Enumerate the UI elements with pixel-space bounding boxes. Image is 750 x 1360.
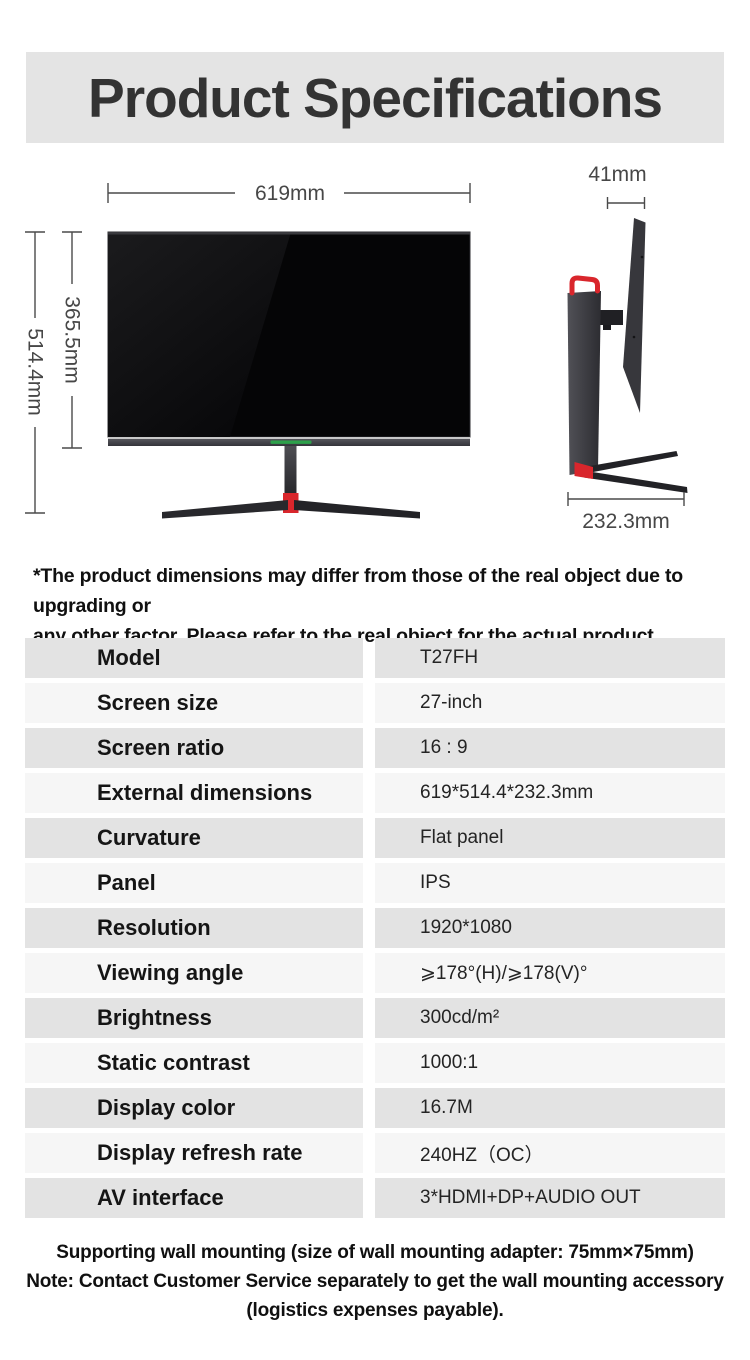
wall-mounting-notes: Supporting wall mounting (size of wall m… <box>0 1238 750 1325</box>
table-row: Brightness 300cd/m² <box>25 998 725 1038</box>
dimension-depth-41: 41mm <box>588 163 647 209</box>
spec-label: Brightness <box>25 998 363 1038</box>
dimension-line <box>25 231 45 514</box>
spec-label: AV interface <box>25 1178 363 1218</box>
spec-label: Display color <box>25 1088 363 1128</box>
spec-value: 3*HDMI+DP+AUDIO OUT <box>375 1178 725 1218</box>
dimension-width-619: 619mm <box>107 182 471 205</box>
spec-value: 1920*1080 <box>375 908 725 948</box>
dimension-base-depth-232: 232.3mm <box>567 492 685 533</box>
spec-value: Flat panel <box>375 818 725 858</box>
dimension-label-total-height: 514.4mm <box>24 328 47 416</box>
dimension-screen-height-365: 365.5mm <box>61 231 84 449</box>
monitor-side-view <box>567 218 688 493</box>
spec-value: ⩾178°(H)/⩾178(V)° <box>375 953 725 993</box>
spec-value: 240HZ（OC） <box>375 1133 725 1173</box>
table-row: Screen ratio 16 : 9 <box>25 728 725 768</box>
spec-label: Screen ratio <box>25 728 363 768</box>
dimension-label-base-depth: 232.3mm <box>582 510 670 533</box>
disclaimer-line: *The product dimensions may differ from … <box>33 565 683 617</box>
spec-value: 27-inch <box>375 683 725 723</box>
spec-label: Viewing angle <box>25 953 363 993</box>
spec-label: External dimensions <box>25 773 363 813</box>
dimension-label-screen-height: 365.5mm <box>61 296 84 384</box>
spec-label: Panel <box>25 863 363 903</box>
table-row: Display refresh rate 240HZ（OC） <box>25 1133 725 1173</box>
spec-value: T27FH <box>375 638 725 678</box>
footer-line: Supporting wall mounting (size of wall m… <box>56 1242 694 1263</box>
table-row: External dimensions 619*514.4*232.3mm <box>25 773 725 813</box>
table-row: Panel IPS <box>25 863 725 903</box>
dimension-total-height-514: 514.4mm <box>24 231 47 514</box>
table-row: Display color 16.7M <box>25 1088 725 1128</box>
footer-line: Note: Contact Customer Service separatel… <box>26 1271 724 1292</box>
stand-leg-right <box>294 500 420 519</box>
spec-label: Model <box>25 638 363 678</box>
headphone-hook <box>569 275 600 296</box>
spec-label: Display refresh rate <box>25 1133 363 1173</box>
panel-side <box>623 218 646 413</box>
footer-line: (logistics expenses payable). <box>246 1300 504 1321</box>
dimension-label-width: 619mm <box>255 182 325 205</box>
table-row: Viewing angle ⩾178°(H)/⩾178(V)° <box>25 953 725 993</box>
spec-value: IPS <box>375 863 725 903</box>
panel-screw-top <box>640 255 644 259</box>
dimension-line <box>606 197 646 209</box>
title-band: Product Specifications <box>26 52 724 143</box>
spec-value: 300cd/m² <box>375 998 725 1038</box>
dimension-line <box>107 183 471 203</box>
side-leg-upper <box>584 451 678 473</box>
table-row: Static contrast 1000:1 <box>25 1043 725 1083</box>
dimension-label-depth: 41mm <box>588 163 646 186</box>
stand-column <box>567 291 601 475</box>
page-title: Product Specifications <box>88 66 663 129</box>
stand-neck <box>284 446 297 493</box>
table-row: Screen size 27-inch <box>25 683 725 723</box>
panel-screw-bottom <box>632 335 636 339</box>
spec-label: Resolution <box>25 908 363 948</box>
spec-value: 16.7M <box>375 1088 725 1128</box>
top-bezel <box>108 232 470 235</box>
mount-bracket <box>600 310 623 325</box>
table-row: Curvature Flat panel <box>25 818 725 858</box>
spec-label: Static contrast <box>25 1043 363 1083</box>
spec-value: 1000:1 <box>375 1043 725 1083</box>
column-red-accent <box>574 462 593 479</box>
spec-value: 619*514.4*232.3mm <box>375 773 725 813</box>
table-row: Resolution 1920*1080 <box>25 908 725 948</box>
table-row: Model T27FH <box>25 638 725 678</box>
spec-label: Screen size <box>25 683 363 723</box>
table-row: AV interface 3*HDMI+DP+AUDIO OUT <box>25 1178 725 1218</box>
stand-leg-left <box>162 500 288 519</box>
side-leg-lower <box>583 470 688 493</box>
spec-label: Curvature <box>25 818 363 858</box>
bezel-logo <box>270 440 312 444</box>
screen-reflection <box>108 232 291 437</box>
dimension-line <box>567 492 685 506</box>
dimension-diagram: 619mm 365.5mm 514.4mm 41mm <box>24 163 688 533</box>
monitor-front-view <box>107 231 471 519</box>
spec-value: 16 : 9 <box>375 728 725 768</box>
dimension-line <box>62 231 82 449</box>
spec-table: Model T27FH Screen size 27-inch Screen r… <box>25 638 725 1223</box>
mount-bracket-notch <box>603 325 611 330</box>
bezel-separator-line <box>108 437 470 439</box>
